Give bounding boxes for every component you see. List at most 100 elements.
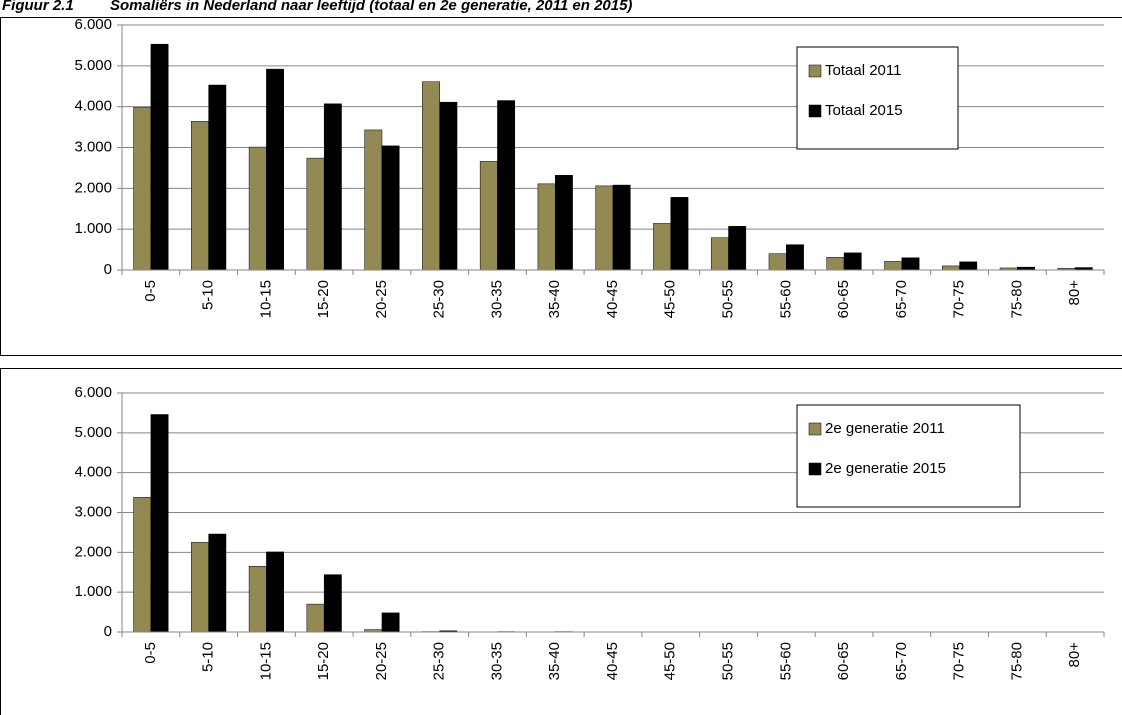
- bar: [595, 185, 614, 271]
- y-tick-label: 1.000: [74, 220, 112, 237]
- bar: [884, 261, 903, 271]
- bar: [191, 121, 209, 271]
- bar: [306, 157, 325, 271]
- x-tick-label: 15-20: [315, 280, 332, 318]
- x-tick-label: 20-25: [373, 642, 390, 680]
- x-tick-label: 40-45: [604, 642, 621, 680]
- bar: [248, 146, 267, 271]
- bar: [381, 612, 400, 633]
- y-tick-label: 5.000: [74, 424, 112, 441]
- x-tick-label: 0-5: [142, 642, 159, 664]
- bar: [670, 197, 689, 271]
- y-tick-label: 1.000: [74, 583, 112, 600]
- x-tick-label: 15-20: [315, 642, 332, 680]
- x-tick-label: 35-40: [546, 280, 563, 318]
- bar: [266, 68, 284, 271]
- x-tick-label: 30-35: [488, 642, 505, 680]
- x-tick-label: 5-10: [200, 642, 217, 672]
- y-tick-label: 6.000: [74, 16, 112, 33]
- bar: [150, 414, 169, 633]
- bar: [422, 81, 440, 271]
- bar: [786, 244, 804, 271]
- x-tick-label: 70-75: [951, 642, 968, 680]
- y-tick-label: 3.000: [74, 503, 112, 520]
- x-tick-label: 25-30: [431, 642, 448, 680]
- legend-label: 2e generatie 2015: [825, 460, 946, 477]
- x-tick-label: 80+: [1066, 280, 1083, 306]
- bar: [381, 145, 400, 271]
- bar: [150, 43, 169, 271]
- legend-swatch: [808, 422, 822, 436]
- panel-frame: [0, 17, 1122, 356]
- bar: [191, 542, 209, 633]
- legend-swatch: [808, 64, 822, 78]
- x-tick-label: 65-70: [893, 280, 910, 318]
- bar: [248, 566, 267, 633]
- figure-label: Figuur 2.1: [2, 0, 74, 14]
- x-tick-label: 55-60: [777, 280, 794, 318]
- y-tick-label: 2.000: [74, 179, 112, 196]
- x-tick-label: 60-65: [835, 642, 852, 680]
- x-tick-label: 75-80: [1008, 280, 1025, 318]
- x-tick-label: 25-30: [431, 280, 448, 318]
- bar: [768, 253, 787, 271]
- figure-title: Somaliërs in Nederland naar leeftijd (to…: [110, 0, 632, 14]
- legend-box: [796, 46, 959, 150]
- legend-swatch: [808, 462, 822, 476]
- bar: [554, 175, 573, 271]
- x-tick-label: 50-55: [719, 280, 736, 318]
- legend-swatch: [808, 104, 822, 118]
- x-tick-label: 75-80: [1008, 642, 1025, 680]
- bar: [133, 497, 152, 633]
- x-tick-label: 0-5: [142, 280, 159, 302]
- bar: [364, 129, 383, 271]
- y-tick-label: 4.000: [74, 98, 112, 115]
- x-tick-label: 35-40: [546, 642, 563, 680]
- bar: [439, 101, 458, 271]
- legend-label: 2e generatie 2011: [825, 420, 945, 437]
- x-tick-label: 20-25: [373, 280, 390, 318]
- x-tick-label: 65-70: [893, 642, 910, 680]
- bar: [728, 226, 747, 271]
- x-tick-label: 60-65: [835, 280, 852, 318]
- bar: [497, 100, 516, 271]
- bar: [901, 257, 920, 271]
- y-tick-label: 6.000: [74, 384, 112, 401]
- y-tick-label: 0: [104, 261, 112, 278]
- y-tick-label: 2.000: [74, 543, 112, 560]
- y-tick-label: 4.000: [74, 464, 112, 481]
- legend-label: Totaal 2015: [825, 102, 903, 119]
- x-tick-label: 40-45: [604, 280, 621, 318]
- bar: [710, 237, 729, 271]
- panel-frame: [0, 368, 1122, 715]
- x-tick-label: 30-35: [488, 280, 505, 318]
- x-tick-label: 10-15: [257, 642, 274, 680]
- x-tick-label: 5-10: [200, 280, 217, 310]
- bar: [653, 223, 672, 271]
- x-tick-label: 50-55: [719, 642, 736, 680]
- bar: [133, 107, 152, 271]
- bar: [266, 551, 284, 633]
- x-tick-label: 55-60: [777, 642, 794, 680]
- bar: [208, 533, 227, 633]
- bar: [843, 252, 862, 271]
- bar: [323, 574, 342, 633]
- y-tick-label: 3.000: [74, 138, 112, 155]
- bar: [208, 84, 227, 271]
- x-tick-label: 80+: [1066, 642, 1083, 668]
- y-tick-label: 5.000: [74, 57, 112, 74]
- legend-label: Totaal 2011: [825, 62, 901, 79]
- bar: [537, 183, 556, 271]
- x-tick-label: 10-15: [257, 280, 274, 318]
- bar: [306, 603, 325, 633]
- bar: [826, 257, 845, 271]
- bar: [479, 161, 498, 271]
- legend-box: [796, 404, 1021, 508]
- x-tick-label: 45-50: [662, 280, 679, 318]
- bar: [942, 265, 960, 271]
- x-tick-label: 70-75: [951, 280, 968, 318]
- bar: [323, 103, 342, 271]
- x-tick-label: 45-50: [662, 642, 679, 680]
